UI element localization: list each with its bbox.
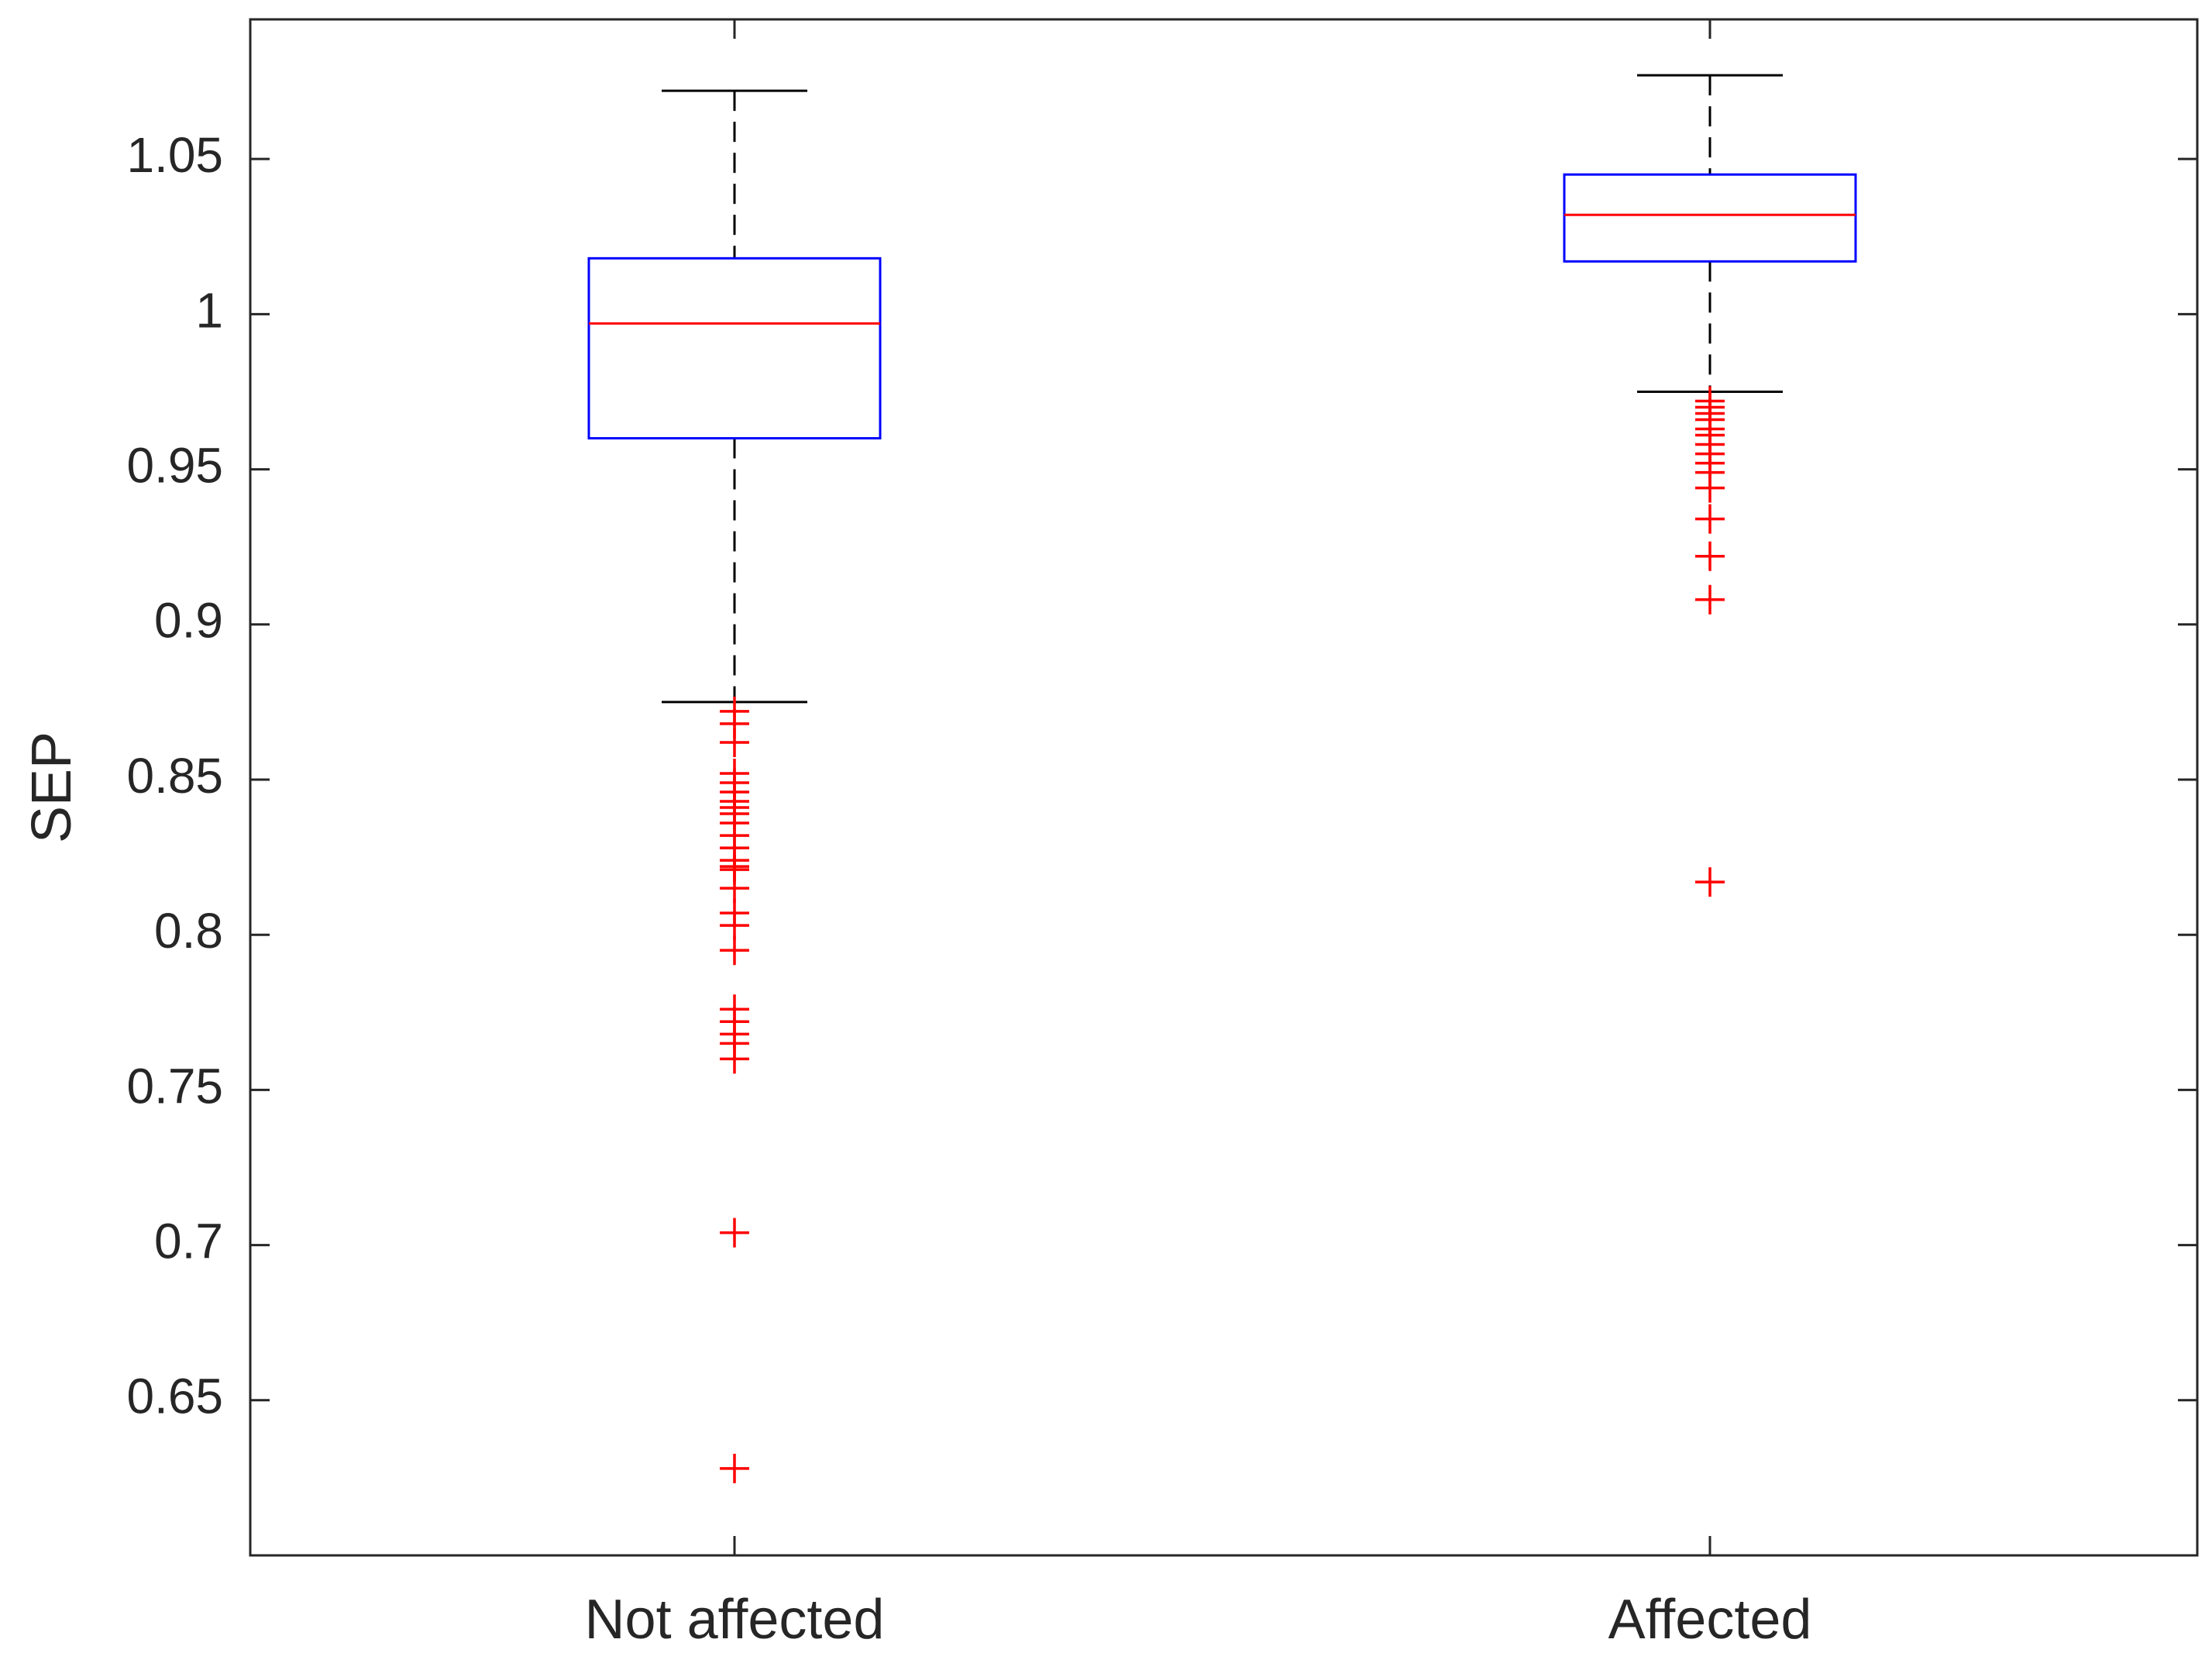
y-tick-label: 0.9 — [154, 593, 223, 649]
y-tick-label: 1 — [195, 282, 223, 338]
axis-layer: 0.65 0.7 0.75 0.8 0.85 0.9 0.95 1 1.05 Not affect… — [126, 19, 2197, 1651]
x-tick-label: Not affected — [585, 1589, 885, 1651]
y-tick-label: 0.85 — [126, 748, 223, 804]
outlier-marker — [1695, 504, 1725, 534]
outlier-marker — [720, 1453, 749, 1483]
y-tick-label: 0.7 — [154, 1214, 223, 1269]
outlier-marker — [720, 1217, 749, 1248]
outlier-marker — [1695, 541, 1725, 571]
outlier-marker — [1695, 473, 1725, 503]
outlier-marker — [720, 727, 749, 757]
y-tick-label: 1.05 — [126, 127, 223, 183]
y-tick-label: 0.65 — [126, 1369, 223, 1424]
box-group — [587, 89, 882, 1483]
box-group — [1563, 74, 1857, 897]
outlier-marker — [1695, 867, 1725, 897]
outlier-marker — [1695, 584, 1725, 615]
plot-area-frame — [249, 18, 2199, 1557]
iqr-box — [587, 257, 882, 440]
outlier-marker — [720, 1044, 749, 1074]
outlier-marker — [720, 935, 749, 966]
y-axis-label: SEP — [21, 732, 83, 843]
iqr-box — [1563, 173, 1857, 263]
y-tick-label: 0.8 — [154, 903, 223, 959]
outlier-marker — [720, 911, 749, 941]
x-tick-label: Affected — [1608, 1589, 1812, 1651]
plot-layer — [587, 74, 1857, 1483]
y-tick-label: 0.95 — [126, 437, 223, 493]
outlier-marker — [720, 873, 749, 904]
y-tick-label: 0.75 — [126, 1058, 223, 1114]
